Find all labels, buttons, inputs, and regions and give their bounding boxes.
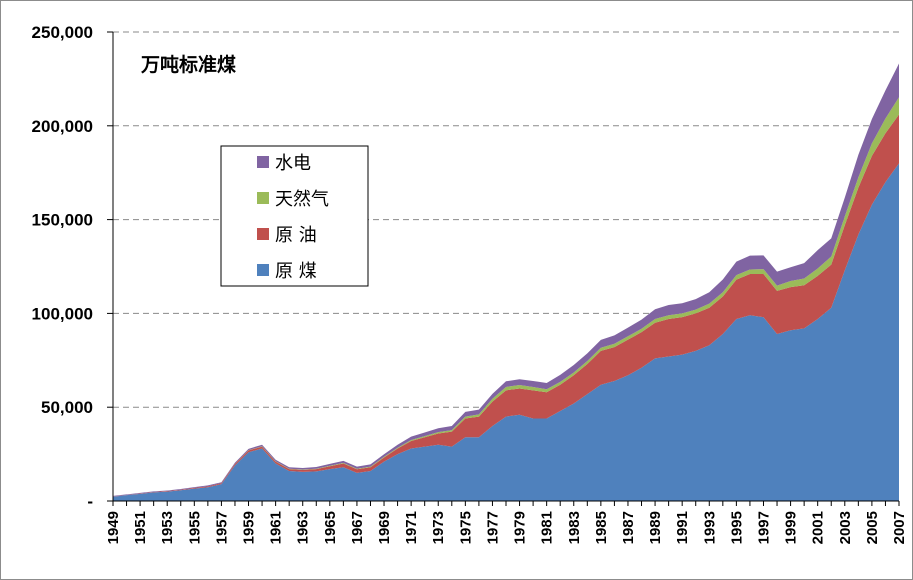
area-series-原油 <box>113 114 899 497</box>
x-tick-label: 1973 <box>430 511 447 544</box>
y-tick-label: 250,000 <box>32 23 93 42</box>
x-tick-label: 1953 <box>159 511 176 544</box>
x-tick-label: 2001 <box>810 511 827 544</box>
x-tick-label: 2003 <box>837 511 854 544</box>
x-tick-label: 2005 <box>864 511 881 544</box>
x-tick-label: 1979 <box>512 511 529 544</box>
x-tick-label: 1995 <box>728 511 745 544</box>
legend-swatch-原煤 <box>257 264 269 276</box>
y-tick-label: 50,000 <box>41 398 93 417</box>
legend-swatch-天然气 <box>257 192 269 204</box>
x-tick-label: 1993 <box>701 511 718 544</box>
x-tick-label: 1997 <box>755 511 772 544</box>
y-tick-label: 150,000 <box>32 211 93 230</box>
legend-label-原油: 原 油 <box>275 225 317 246</box>
x-tick-label: 1977 <box>484 511 501 544</box>
legend-label-天然气: 天然气 <box>275 189 329 210</box>
x-tick-label: 1961 <box>268 511 285 544</box>
x-tick-label: 1959 <box>241 511 258 544</box>
stacked-area-plot <box>113 63 899 501</box>
x-tick-label: 1989 <box>647 511 664 544</box>
axes <box>107 31 900 506</box>
x-tick-label: 1971 <box>403 511 420 544</box>
legend-swatch-水电 <box>257 156 269 168</box>
y-tick-label: 100,000 <box>32 304 93 323</box>
legend-swatch-原油 <box>257 228 269 240</box>
x-tick-label: 1987 <box>620 511 637 544</box>
area-series-原煤 <box>113 163 899 501</box>
x-tick-label: 1991 <box>674 511 691 544</box>
x-tick-label: 1963 <box>295 511 312 544</box>
x-tick-label: 1981 <box>539 511 556 544</box>
x-tick-label: 1957 <box>213 511 230 544</box>
unit-label: 万吨标准煤 <box>140 53 236 76</box>
y-axis-tick-labels: - 50,000 100,000 150,000 200,000 250,000 <box>32 23 93 511</box>
x-tick-label: 1951 <box>132 511 149 544</box>
x-tick-label: 1949 <box>105 511 122 544</box>
x-tick-label: 2007 <box>891 511 908 544</box>
x-tick-label: 1969 <box>376 511 393 544</box>
legend-box <box>220 145 369 287</box>
legend-label-水电: 水电 <box>275 153 311 174</box>
x-tick-label: 1955 <box>186 511 203 544</box>
x-tick-label: 1983 <box>566 511 583 544</box>
x-tick-label: 1967 <box>349 511 366 544</box>
legend-label-原煤: 原 煤 <box>275 261 317 282</box>
y-tick-label: 200,000 <box>32 117 93 136</box>
x-axis-tick-labels: 1949 1951 1953 1955 1957 1959 1961 1963 1965 1967… <box>105 511 908 544</box>
x-tick-label: 1999 <box>783 511 800 544</box>
x-tick-label: 1965 <box>322 511 339 544</box>
x-tick-label: 1975 <box>457 511 474 544</box>
x-tick-label: 1985 <box>593 511 610 544</box>
y-tick-label: - <box>87 492 93 511</box>
